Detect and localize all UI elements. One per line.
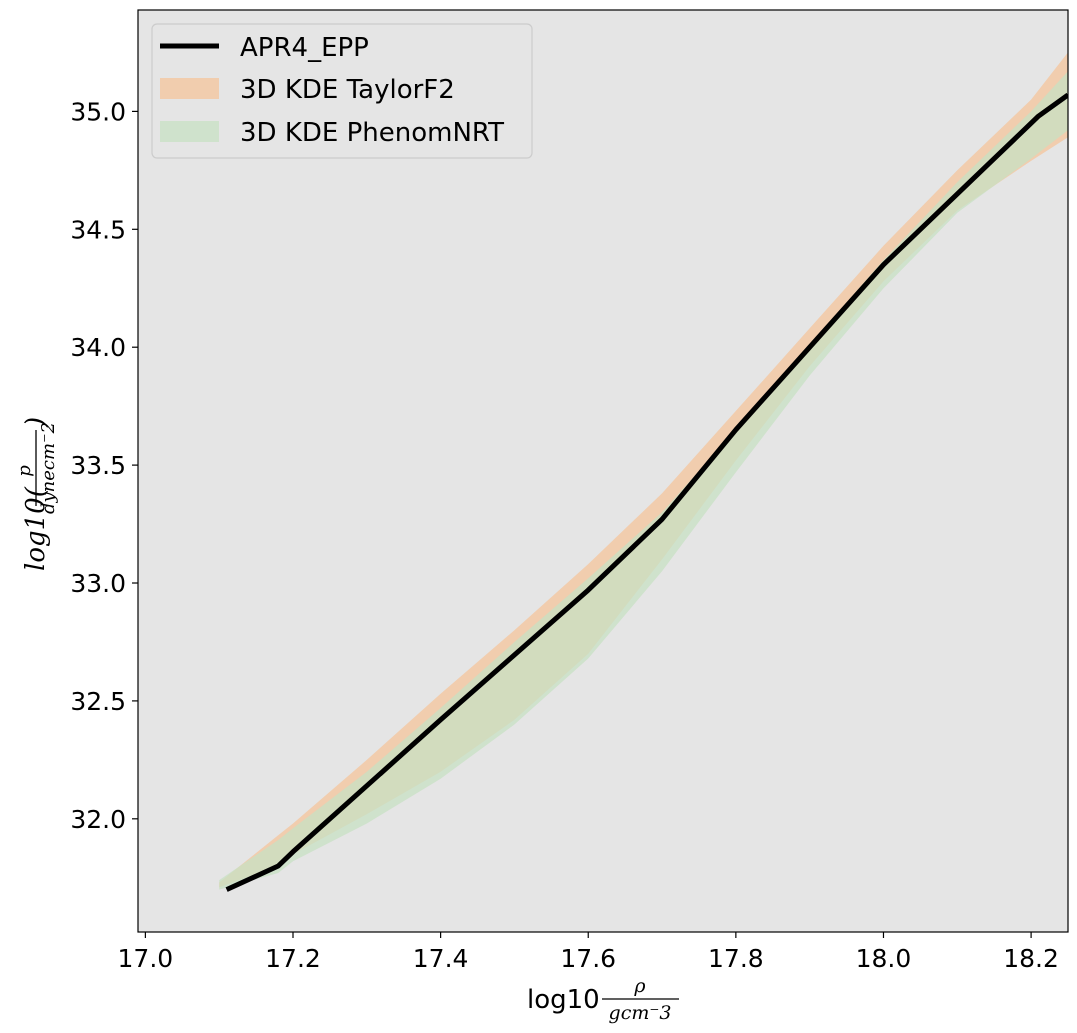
- x-tick-label: 17.2: [265, 944, 321, 973]
- plot-frame: [137, 9, 1069, 933]
- x-axis-label-prefix: log10: [527, 985, 600, 1015]
- legend-swatch-taylorf2: [160, 78, 219, 99]
- legend-frame: [151, 23, 533, 159]
- plot-background: [138, 10, 1068, 932]
- x-tick-label: 17.4: [413, 944, 469, 973]
- y-axis-label-suffix: ): [21, 417, 51, 428]
- y-tick-label: 35.0: [70, 97, 126, 126]
- x-tick-label: 18.2: [1003, 944, 1059, 973]
- x-tick-label: 17.8: [708, 944, 764, 973]
- y-tick-label: 32.5: [70, 687, 126, 716]
- y-tick-label: 34.5: [70, 215, 126, 244]
- line-apr4-epp: [225, 92, 1068, 892]
- x-tick-label: 17.0: [118, 944, 174, 973]
- y-axis: 32.0 32.5 33.0 33.5 34.0 34.5 35.0: [70, 97, 138, 834]
- legend-label-taylorf2: 3D KDE TaylorF2: [240, 75, 455, 105]
- x-axis-label: log10 ρ gcm⁻3: [527, 975, 679, 1024]
- legend-swatch-phenomnrt: [160, 121, 219, 142]
- legend-label-phenomnrt: 3D KDE PhenomNRT: [240, 118, 504, 148]
- line-layer: [225, 92, 1068, 892]
- y-axis-label-denominator: dynecm⁻2: [38, 422, 59, 514]
- legend-label-apr4-epp: APR4_EPP: [240, 33, 369, 63]
- x-axis-label-denominator: gcm⁻3: [609, 1002, 672, 1024]
- legend: APR4_EPP 3D KDE TaylorF2 3D KDE PhenomNR…: [151, 23, 533, 159]
- y-tick-label: 32.0: [70, 805, 126, 834]
- y-axis-label: log10( p dynecm⁻2 ): [14, 417, 59, 571]
- y-tick-label: 33.5: [70, 451, 126, 480]
- x-tick-label: 18.0: [856, 944, 912, 973]
- y-axis-label-numerator: p: [14, 465, 35, 477]
- x-axis: 17.0 17.2 17.4 17.6 17.8 18.0 18.2: [118, 932, 1059, 973]
- x-axis-label-numerator: ρ: [633, 975, 646, 997]
- y-tick-label: 33.0: [70, 569, 126, 598]
- y-tick-label: 34.0: [70, 333, 126, 362]
- x-tick-label: 17.6: [560, 944, 616, 973]
